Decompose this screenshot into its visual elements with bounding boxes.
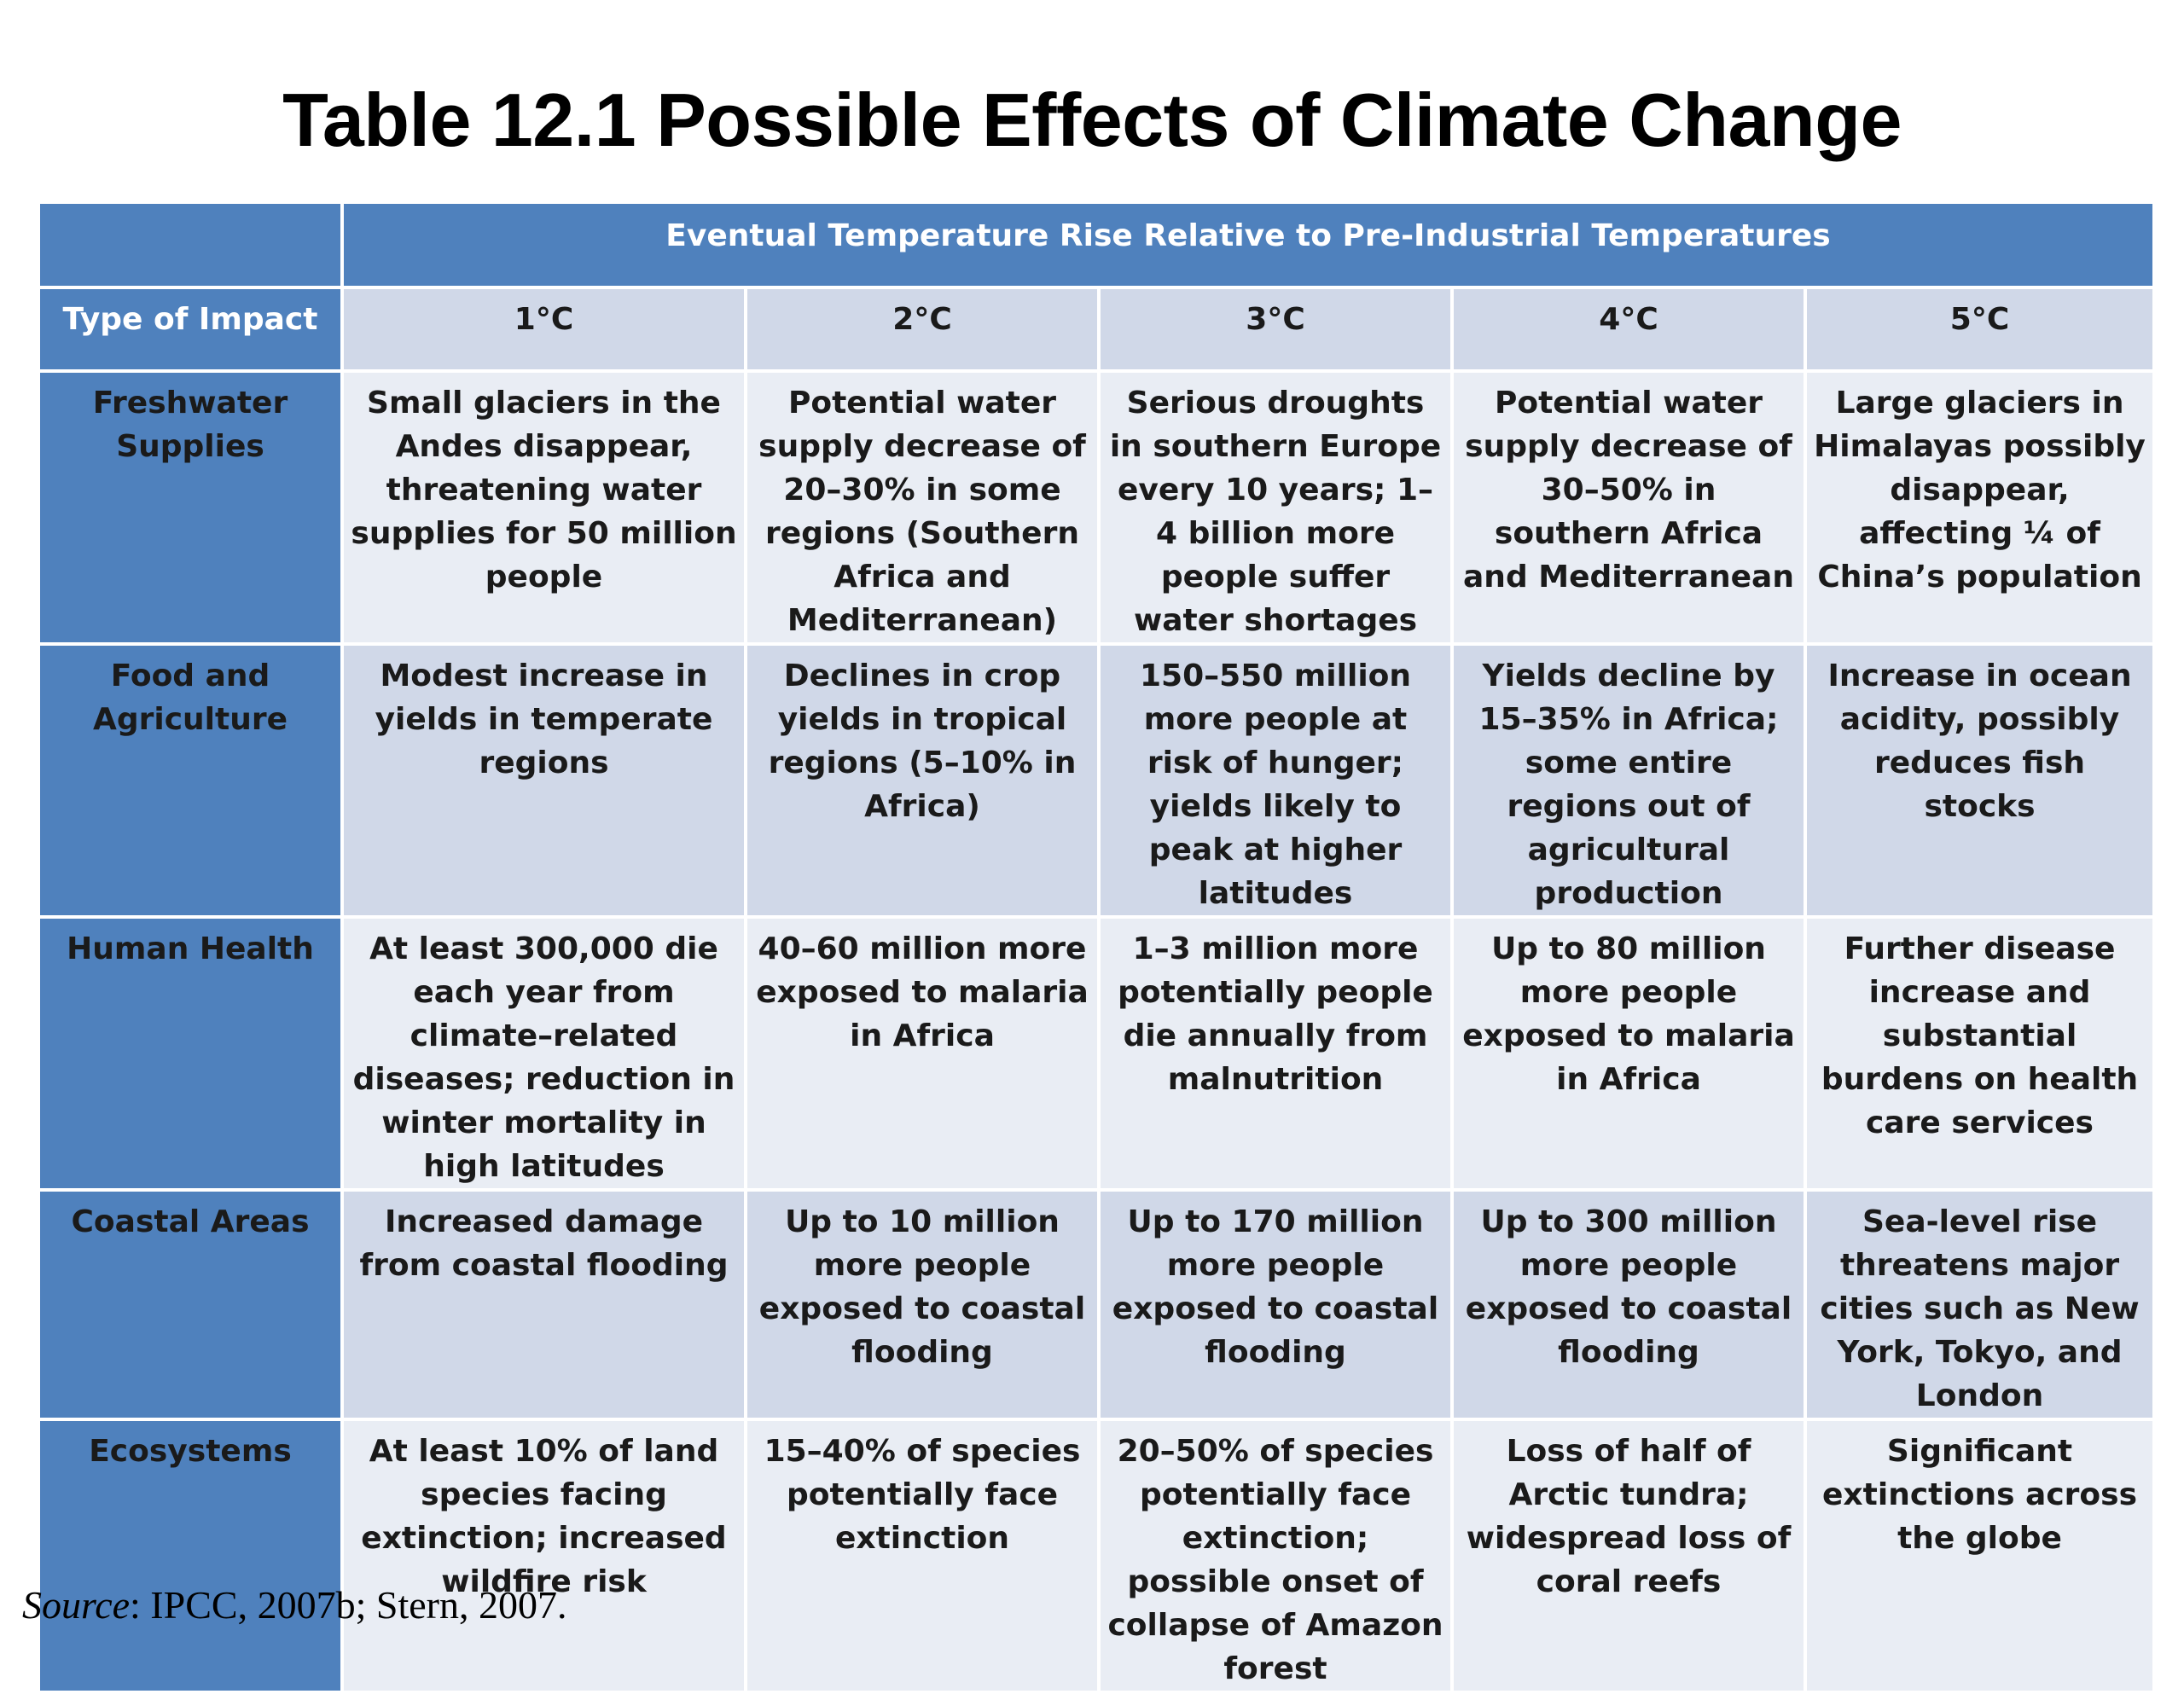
table-cell: Up to 300 million more people exposed to… bbox=[1450, 1188, 1807, 1421]
temp-header-4c: 4°C bbox=[1450, 286, 1807, 373]
column-header-row: Type of Impact 1°C 2°C 3°C 4°C 5°C bbox=[37, 286, 2157, 373]
table-cell: Serious droughts in southern Europe ever… bbox=[1097, 369, 1454, 646]
table-cell: Large glaciers in Himalayas possibly dis… bbox=[1803, 369, 2157, 646]
row-label: Ecosystems bbox=[37, 1418, 344, 1694]
temp-header-1c: 1°C bbox=[340, 286, 747, 373]
row-label: Freshwater Supplies bbox=[37, 369, 344, 646]
table-cell: Increase in ocean acidity, possibly redu… bbox=[1803, 642, 2157, 919]
climate-effects-table: Eventual Temperature Rise Relative to Pr… bbox=[37, 200, 2157, 1694]
table-cell: Small glaciers in the Andes disappear, t… bbox=[340, 369, 747, 646]
temp-header-5c: 5°C bbox=[1803, 286, 2157, 373]
table-cell: Declines in crop yields in tropical regi… bbox=[744, 642, 1101, 919]
span-header-row: Eventual Temperature Rise Relative to Pr… bbox=[37, 200, 2157, 289]
source-text: : IPCC, 2007b; Stern, 2007. bbox=[130, 1583, 567, 1627]
row-label: Coastal Areas bbox=[37, 1188, 344, 1421]
table-cell: Further disease increase and substantial… bbox=[1803, 915, 2157, 1192]
table-cell: At least 300,000 die each year from clim… bbox=[340, 915, 747, 1192]
table-cell: Sea-level rise threatens major cities su… bbox=[1803, 1188, 2157, 1421]
temp-header-2c: 2°C bbox=[744, 286, 1101, 373]
table-cell: 150–550 million more people at risk of h… bbox=[1097, 642, 1454, 919]
table-cell: Potential water supply decrease of 20–30… bbox=[744, 369, 1101, 646]
page-title: Table 12.1 Possible Effects of Climate C… bbox=[282, 78, 1902, 162]
row-label: Food and Agriculture bbox=[37, 642, 344, 919]
source-label: Source bbox=[22, 1583, 131, 1627]
table-cell: Yields decline by 15–35% in Africa; some… bbox=[1450, 642, 1807, 919]
blank-corner-cell bbox=[37, 200, 344, 289]
table-row-ecosystems: Ecosystems At least 10% of land species … bbox=[37, 1418, 2157, 1694]
row-label: Human Health bbox=[37, 915, 344, 1192]
table-cell: 1–3 million more potentially people die … bbox=[1097, 915, 1454, 1192]
table-cell: Modest increase in yields in temperate r… bbox=[340, 642, 747, 919]
table-cell: Loss of half of Arctic tundra; widesprea… bbox=[1450, 1418, 1807, 1694]
table-row-coastal: Coastal Areas Increased damage from coas… bbox=[37, 1188, 2157, 1421]
table-cell: 20–50% of species potentially face extin… bbox=[1097, 1418, 1454, 1694]
table-row-freshwater: Freshwater Supplies Small glaciers in th… bbox=[37, 369, 2157, 646]
temp-header-3c: 3°C bbox=[1097, 286, 1454, 373]
table-cell: Potential water supply decrease of 30–50… bbox=[1450, 369, 1807, 646]
table-cell: At least 10% of land species facing exti… bbox=[340, 1418, 747, 1694]
table-row-health: Human Health At least 300,000 die each y… bbox=[37, 915, 2157, 1192]
table-row-food: Food and Agriculture Modest increase in … bbox=[37, 642, 2157, 919]
table-cell: 15–40% of species potentially face extin… bbox=[744, 1418, 1101, 1694]
table-cell: 40–60 million more exposed to malaria in… bbox=[744, 915, 1101, 1192]
span-header: Eventual Temperature Rise Relative to Pr… bbox=[340, 200, 2157, 289]
table-cell: Up to 10 million more people exposed to … bbox=[744, 1188, 1101, 1421]
table-cell: Increased damage from coastal flooding bbox=[340, 1188, 747, 1421]
table-cell: Up to 170 million more people exposed to… bbox=[1097, 1188, 1454, 1421]
table-cell: Up to 80 million more people exposed to … bbox=[1450, 915, 1807, 1192]
table-cell: Significant extinctions across the globe bbox=[1803, 1418, 2157, 1694]
type-of-impact-header: Type of Impact bbox=[37, 286, 344, 373]
source-note: Source: IPCC, 2007b; Stern, 2007. bbox=[22, 1582, 566, 1627]
